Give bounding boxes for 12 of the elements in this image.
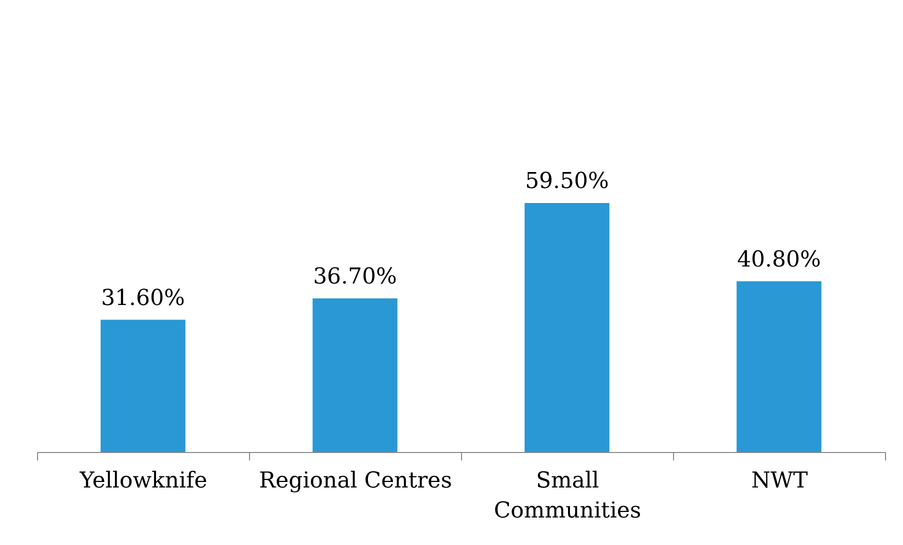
x-tick-label: Small Communities bbox=[494, 468, 642, 524]
bar bbox=[100, 320, 186, 452]
x-tick-label: NWT bbox=[751, 468, 808, 494]
x-tick-label: Yellowknife bbox=[78, 468, 208, 494]
data-label: 59.50% bbox=[525, 169, 609, 194]
data-label: 36.70% bbox=[313, 264, 397, 290]
bar bbox=[312, 298, 398, 452]
data-label: 40.80% bbox=[737, 247, 821, 272]
bar bbox=[524, 203, 610, 452]
x-tick-label: Regional Centres bbox=[259, 468, 452, 494]
bar bbox=[736, 281, 822, 452]
data-label: 31.60% bbox=[101, 286, 185, 311]
